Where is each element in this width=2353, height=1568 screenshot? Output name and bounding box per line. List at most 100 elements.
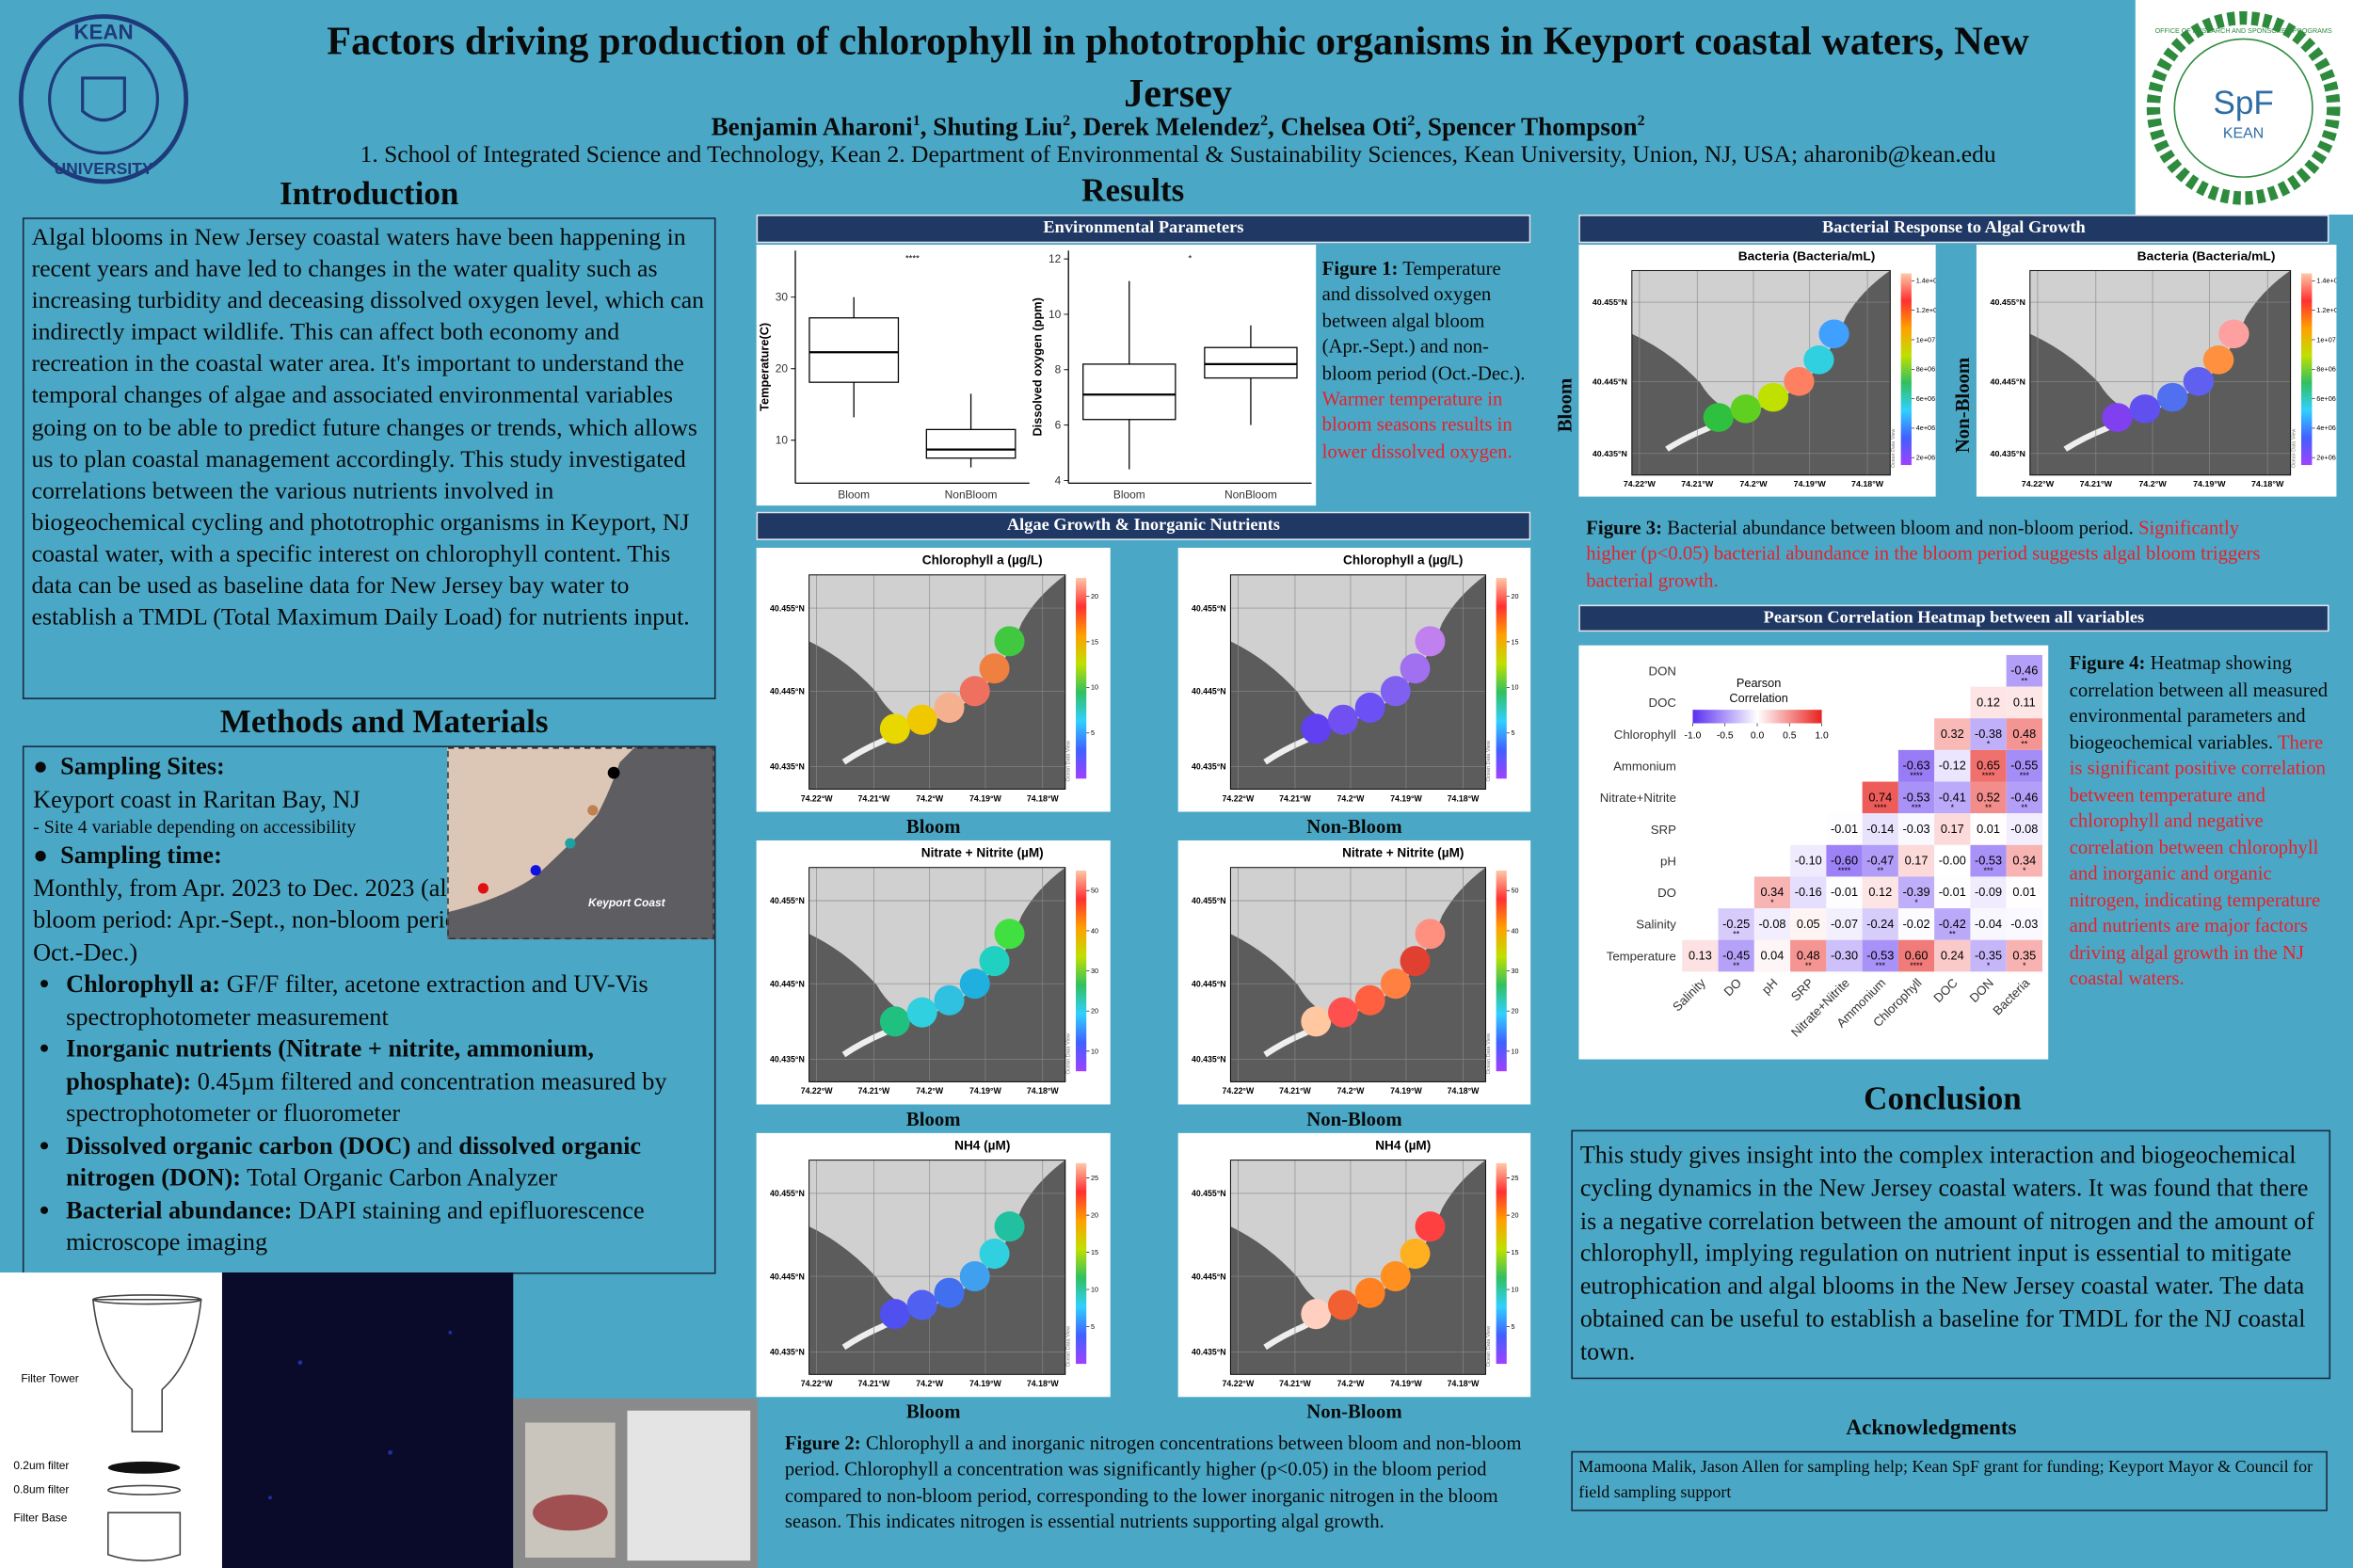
item-label: Sampling time: bbox=[60, 840, 222, 870]
title: Factors driving production of chlorophyl… bbox=[327, 18, 2029, 116]
colorbar-tick-label: 5 bbox=[1091, 728, 1095, 737]
cell-stars: * bbox=[1914, 898, 1918, 907]
sample-blob bbox=[1301, 1299, 1332, 1330]
sample-blob bbox=[979, 946, 1010, 977]
caption-label: Figure 1: bbox=[1321, 256, 1399, 280]
watermark: Ocean Data View bbox=[1486, 1032, 1492, 1074]
sample-blob bbox=[2202, 345, 2234, 375]
heatmap-cell bbox=[1862, 876, 1898, 909]
lon-label: 74.22°W bbox=[1223, 1379, 1255, 1388]
row-label: pH bbox=[1660, 854, 1676, 868]
lon-label: 74.2°W bbox=[2138, 479, 2167, 488]
affiliations: 1. School of Integrated Science and Tech… bbox=[360, 142, 1996, 168]
sample-blob bbox=[2156, 382, 2188, 412]
panel-header: Environmental Parameters bbox=[756, 214, 1531, 244]
land bbox=[1631, 270, 1891, 475]
item-label: Sampling Sites: bbox=[60, 751, 225, 781]
item-text: GF/F filter, acetone extraction and UV-V… bbox=[66, 968, 648, 1031]
cell-label: 0.12 bbox=[1868, 885, 1892, 899]
heatmap-cell bbox=[1970, 844, 2007, 877]
box bbox=[1204, 346, 1298, 379]
lat-label: 40.445°N bbox=[1192, 979, 1226, 988]
period-label: Non-Bloom bbox=[1306, 814, 1402, 838]
heatmap-cell bbox=[1934, 781, 1971, 814]
lon-label: 74.21°W bbox=[1681, 479, 1714, 488]
map: 40.455°N 40.445°N 40.435°N 74.22°W 74.21°W 74… bbox=[1177, 840, 1531, 1105]
colorbar-tick-label: 10 bbox=[1512, 683, 1519, 692]
lon-label: 74.18°W bbox=[1851, 479, 1884, 488]
colorbar-tick-label: 6e+06 bbox=[1916, 396, 1935, 403]
row-label: DON bbox=[1649, 664, 1676, 679]
map-title: Chlorophyll a (µg/L) bbox=[1343, 553, 1463, 568]
lat-label: 40.455°N bbox=[1192, 603, 1226, 613]
land bbox=[2029, 270, 2291, 475]
colorbar-tick-label: 8e+06 bbox=[1916, 367, 1935, 374]
heatmap-cell bbox=[2006, 654, 2042, 687]
methods-item: Inorganic nutrients (Nitrate + nitrite, … bbox=[66, 1032, 705, 1129]
heatmap-cell bbox=[1897, 781, 1935, 814]
cell-label: -0.01 bbox=[1831, 822, 1858, 836]
item-text: and bbox=[416, 1130, 453, 1160]
lon-label: 74.19°W bbox=[1390, 793, 1422, 803]
sample-blob bbox=[1415, 626, 1446, 657]
cell-label: -0.63 bbox=[1903, 759, 1930, 773]
heatmap-cell bbox=[1862, 781, 1898, 814]
lat-label: 40.455°N bbox=[770, 1189, 805, 1198]
heatmap-cell bbox=[1934, 813, 1971, 845]
logo-text: KEAN bbox=[73, 20, 133, 43]
heatmap-cell bbox=[1897, 876, 1935, 909]
y-tick-label: 10 bbox=[776, 434, 789, 447]
lon-label: 74.18°W bbox=[1448, 1086, 1480, 1096]
colorbar-tick-label: 20 bbox=[1512, 592, 1519, 600]
heatmap-cell bbox=[1862, 813, 1898, 845]
cell-label: 0.17 bbox=[1941, 822, 1964, 836]
section-heading: Conclusion bbox=[1864, 1079, 2022, 1117]
lon-label: 74.21°W bbox=[1279, 793, 1311, 803]
heatmap-cell bbox=[1862, 844, 1898, 877]
colorbar-tick-label: 40 bbox=[1091, 926, 1098, 935]
cell-stars: * bbox=[2023, 961, 2026, 970]
author-name: Shuting Liu bbox=[933, 112, 1064, 141]
methods-item: ● Sampling Sites: bbox=[33, 751, 225, 781]
lon-label: 74.21°W bbox=[858, 793, 891, 803]
map-title: Chlorophyll a (µg/L) bbox=[922, 553, 1043, 568]
author: Chelsea Oti2 bbox=[1281, 113, 1422, 141]
cell-stars: ** bbox=[1877, 866, 1883, 875]
x-tick-label: NonBloom bbox=[945, 488, 998, 501]
heatmap-cell bbox=[1934, 939, 1971, 972]
cell-label: -0.03 bbox=[1903, 822, 1930, 836]
map-frame bbox=[808, 574, 1066, 790]
heatmap-cell bbox=[1790, 939, 1827, 972]
cell-label: 0.48 bbox=[2012, 727, 2036, 741]
figure-caption: Figure 1: Temperature and dissolved oxyg… bbox=[1322, 255, 1532, 464]
legend-tick-label: -0.5 bbox=[1717, 730, 1734, 741]
cell-stars: ** bbox=[1733, 961, 1739, 970]
caption-text: Heatmap showing correlation between all … bbox=[2069, 650, 2329, 753]
cell-label: 0.48 bbox=[1797, 949, 1820, 963]
heatmap-cell bbox=[2006, 939, 2042, 972]
legend-tick-label: 0.0 bbox=[1751, 730, 1765, 741]
lat-label: 40.445°N bbox=[770, 686, 805, 696]
cell-label: 0.60 bbox=[1905, 949, 1929, 963]
heatmap-cell bbox=[1934, 908, 1971, 940]
colorbar-tick-label: 20 bbox=[1091, 1007, 1098, 1016]
cell-label: -0.02 bbox=[1903, 917, 1930, 931]
cell-label: 0.01 bbox=[2012, 885, 2036, 899]
cell-stars: * bbox=[1770, 898, 1774, 907]
cell-label: -0.16 bbox=[1795, 885, 1822, 899]
land bbox=[808, 867, 1065, 1082]
item-label: dissolved organic nitrogen (DON): bbox=[66, 1130, 642, 1192]
heatmap-cell bbox=[1826, 844, 1863, 877]
y-tick-label: 12 bbox=[1048, 252, 1062, 265]
heatmap-cell bbox=[2006, 718, 2042, 750]
map: 40.455°N 40.445°N 40.435°N 74.22°W 74.21°W 74… bbox=[756, 547, 1111, 812]
authors: Benjamin Aharoni1 Shuting Liu2 Derek Mel… bbox=[278, 113, 2078, 143]
map: 40.455°N 40.445°N 40.435°N 74.22°W 74.21°W 74… bbox=[1578, 244, 1936, 497]
heatmap-cell bbox=[1826, 908, 1863, 940]
kean-logo: KEAN UNIVERSITY bbox=[18, 14, 189, 184]
lon-label: 74.2°W bbox=[1337, 1379, 1366, 1388]
cell-label: 0.35 bbox=[2012, 949, 2036, 963]
cell-label: 0.34 bbox=[1761, 885, 1785, 899]
methods-item: Chlorophyll a: GF/F filter, acetone extr… bbox=[66, 968, 705, 1032]
cell-stars: ** bbox=[2021, 740, 2027, 749]
